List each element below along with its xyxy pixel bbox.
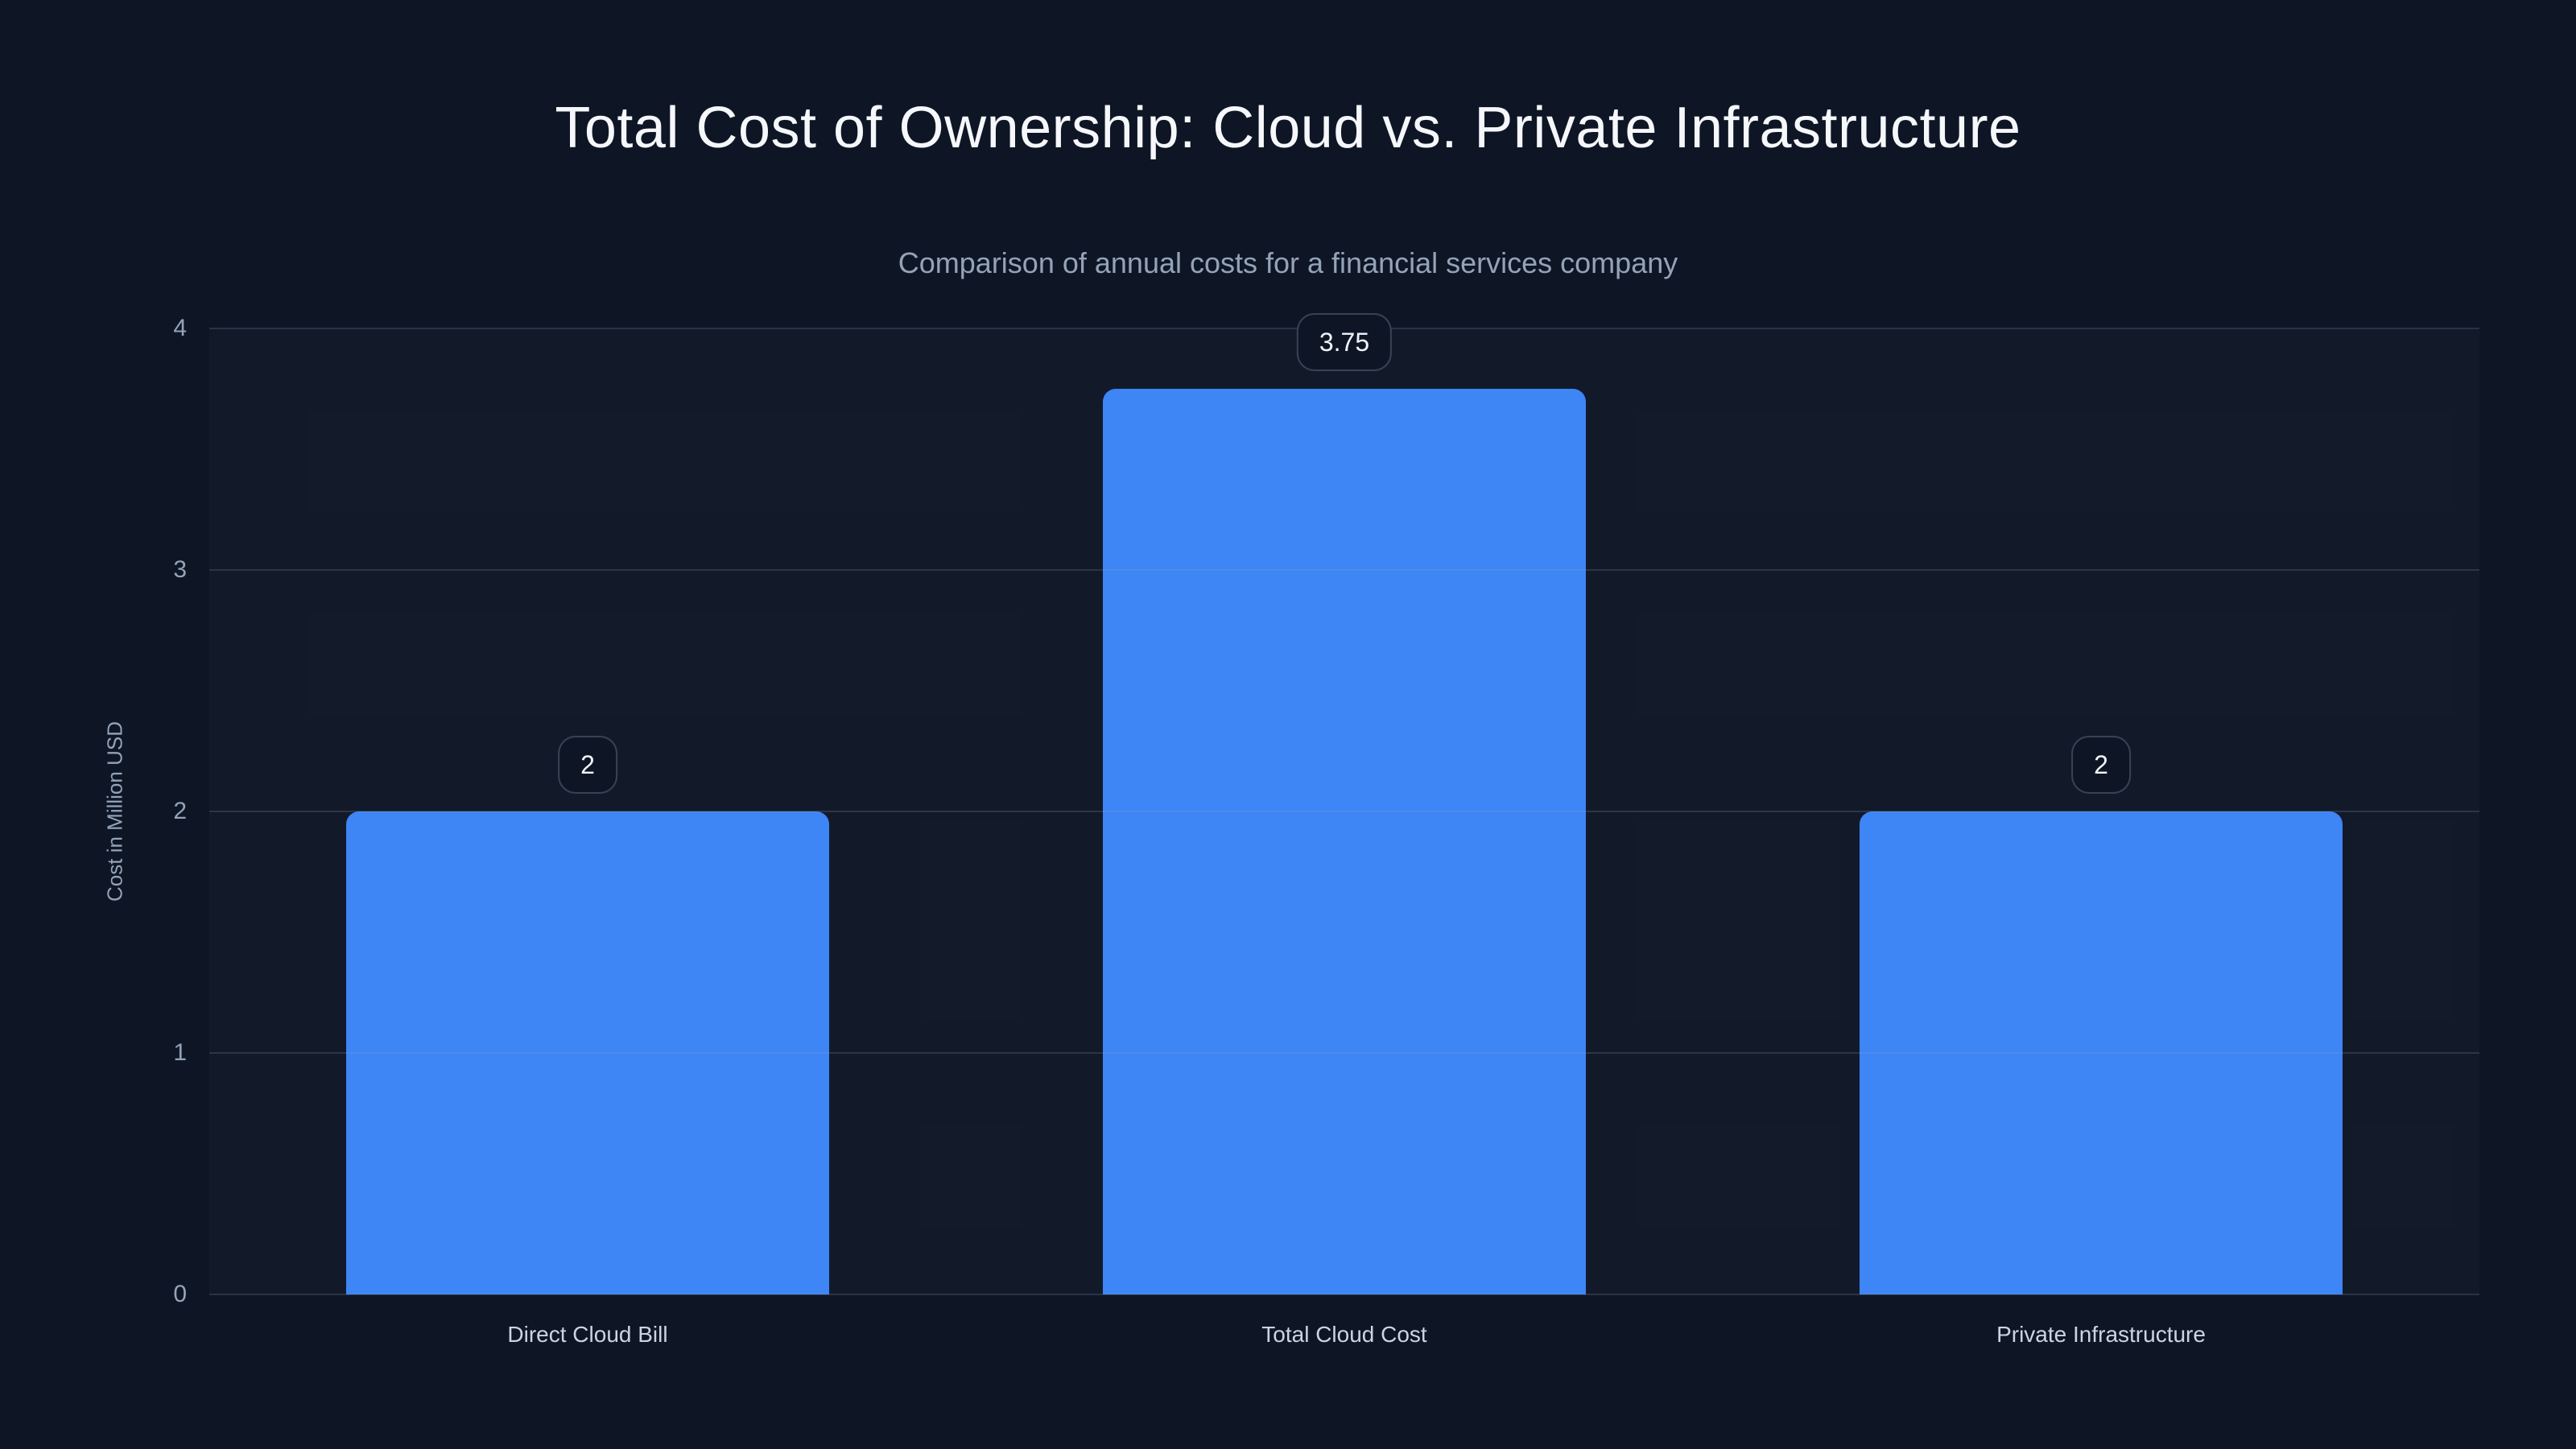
bar-private-infrastructure [1860,811,2343,1294]
value-badge-direct-cloud-bill: 2 [558,736,617,794]
value-badge-total-cloud-cost: 3.75 [1296,313,1393,371]
gridline-1 [209,1052,2479,1054]
y-tick-label-0: 0 [173,1281,187,1307]
y-tick-label-3: 3 [173,556,187,583]
x-category-label-direct-cloud-bill: Direct Cloud Bill [507,1322,668,1347]
gridline-0 [209,1294,2479,1295]
bar-direct-cloud-bill [346,811,829,1294]
y-tick-label-2: 2 [173,798,187,824]
chart-title: Total Cost of Ownership: Cloud vs. Priva… [555,96,2021,160]
x-category-label-private-infrastructure: Private Infrastructure [1996,1322,2206,1347]
gridline-2 [209,811,2479,812]
value-badge-private-infrastructure: 2 [2071,736,2131,794]
bar-total-cloud-cost [1103,389,1586,1294]
gridline-3 [209,569,2479,571]
y-tick-label-1: 1 [173,1039,187,1066]
x-category-label-total-cloud-cost: Total Cloud Cost [1261,1322,1427,1347]
chart-subtitle: Comparison of annual costs for a financi… [898,246,1678,279]
y-tick-label-4: 4 [173,315,187,341]
